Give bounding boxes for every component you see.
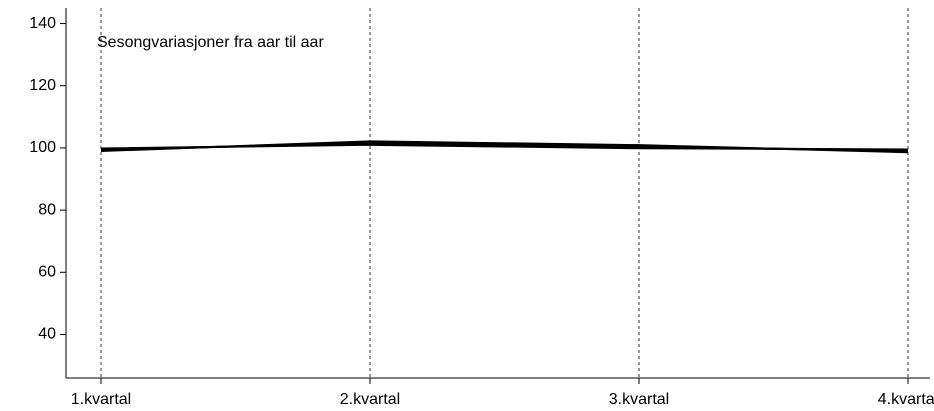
annotation: Sesongvariasjoner fra aar til aar xyxy=(97,34,324,51)
y-tick-label: 60 xyxy=(38,264,56,281)
y-tick-label: 80 xyxy=(38,201,56,218)
x-tick-label: 4.kvartal xyxy=(878,391,934,408)
y-tick-label: 100 xyxy=(29,139,56,156)
x-tick-label: 3.kvartal xyxy=(609,391,669,408)
y-tick-label: 120 xyxy=(29,77,56,94)
series-line xyxy=(100,143,909,151)
x-tick-label: 2.kvartal xyxy=(340,391,400,408)
y-tick-label: 40 xyxy=(38,326,56,343)
x-tick-label: 1.kvartal xyxy=(71,391,131,408)
y-tick-label: 140 xyxy=(29,15,56,32)
